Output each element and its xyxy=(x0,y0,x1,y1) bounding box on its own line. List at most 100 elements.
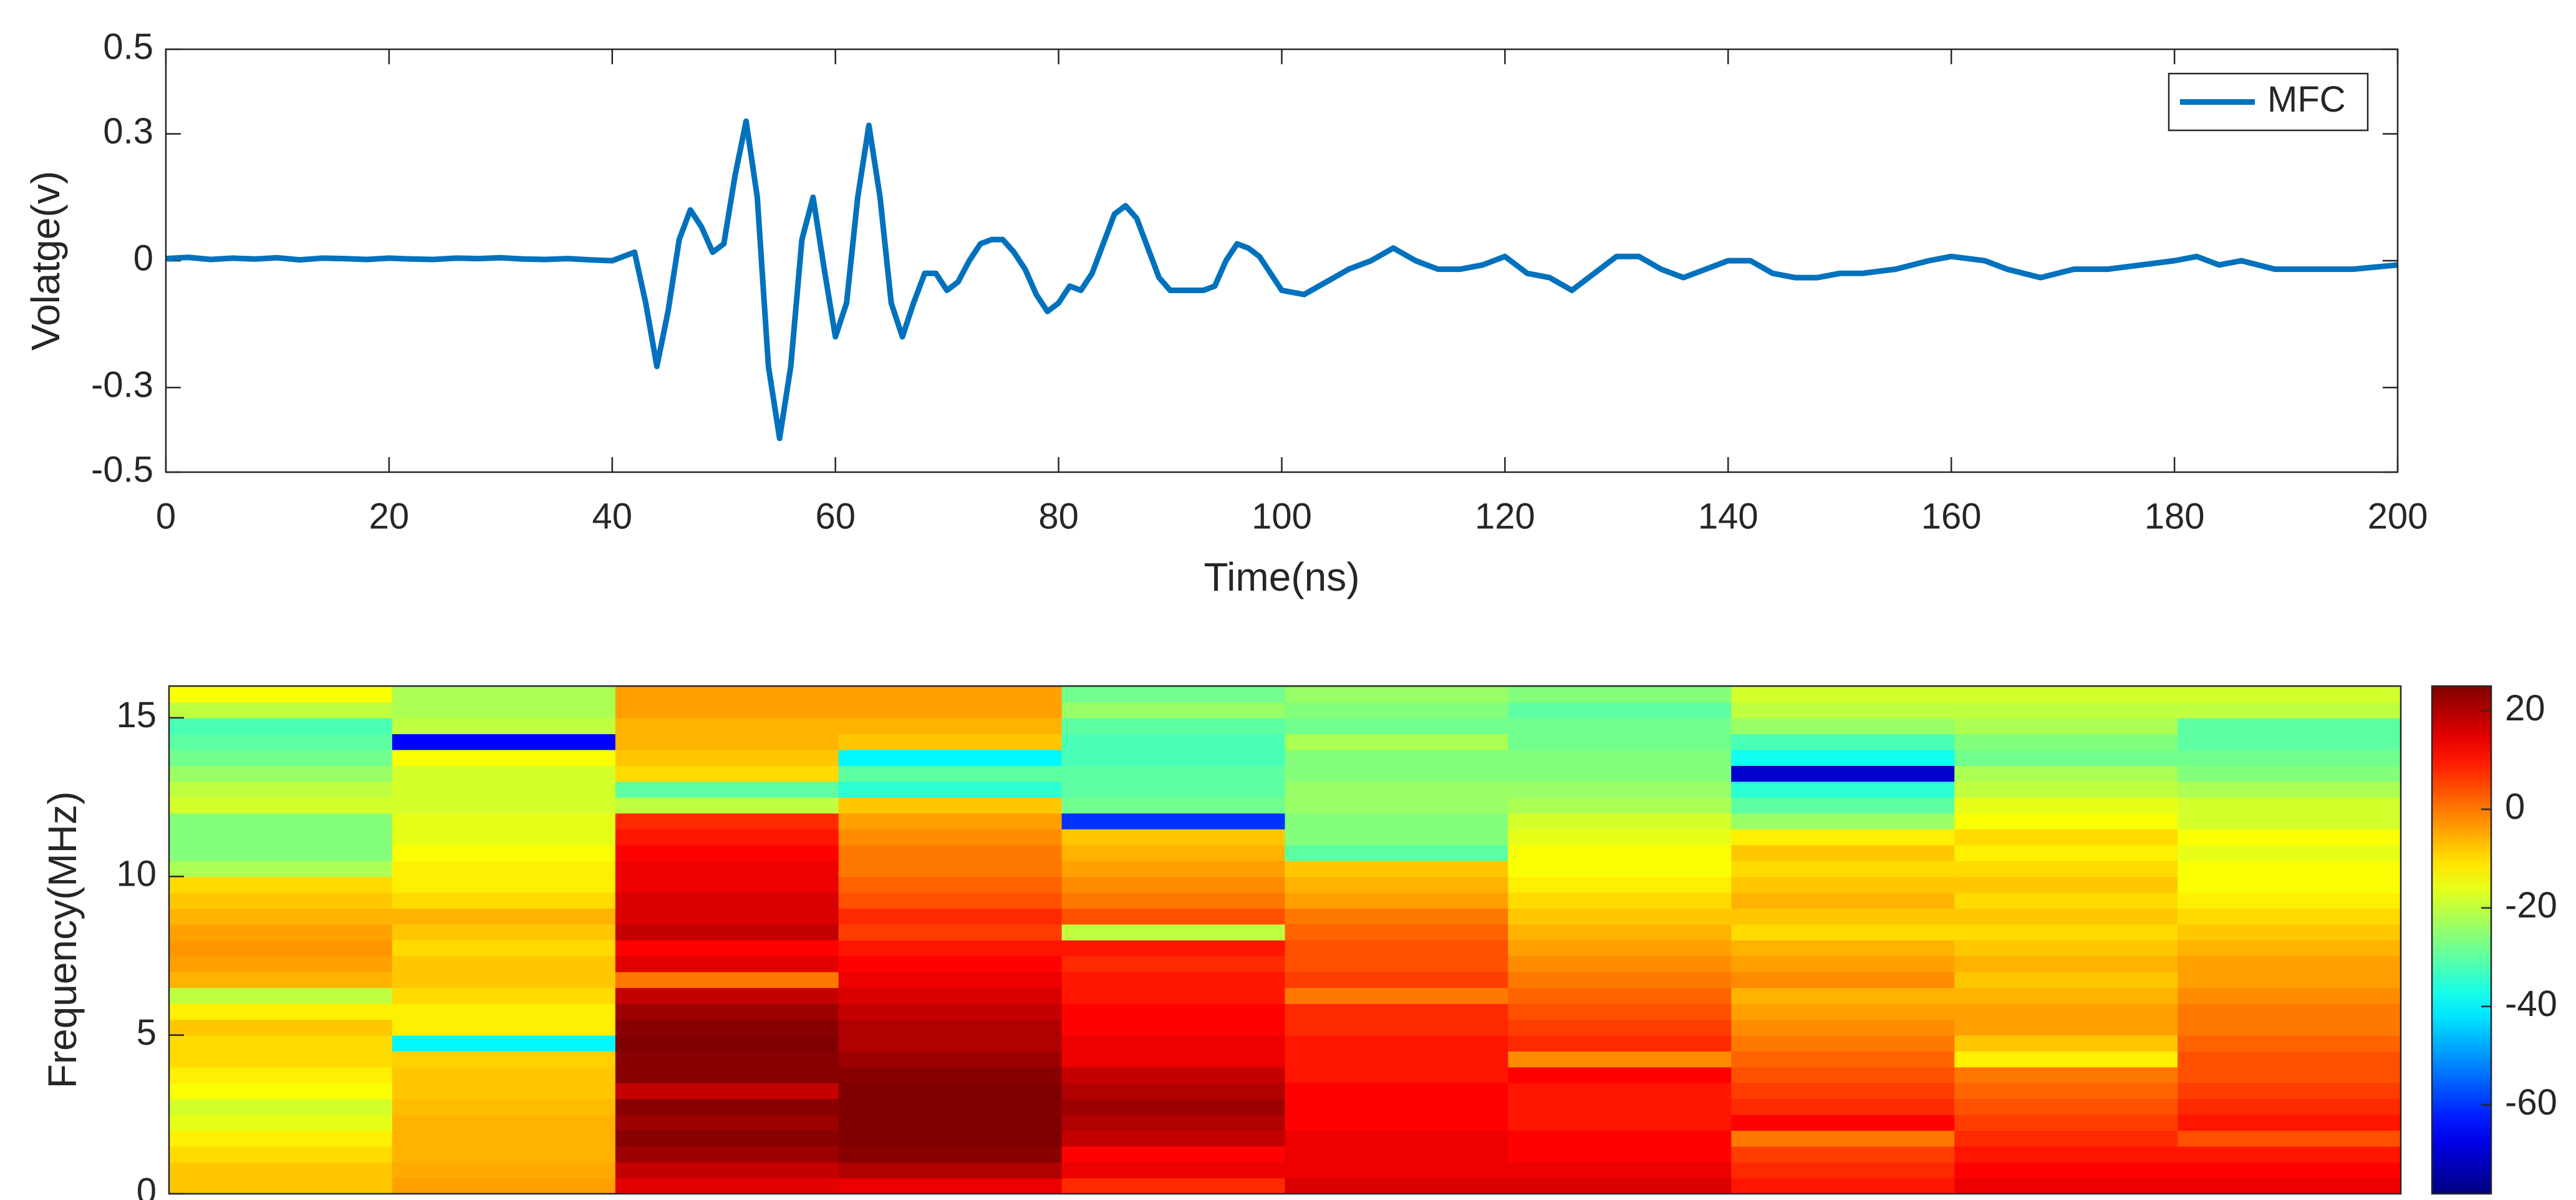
heatmap-cell xyxy=(2178,1035,2401,1052)
heatmap-cell xyxy=(1061,1019,1286,1036)
heatmap-cell xyxy=(1508,828,1732,846)
heatmap-cell xyxy=(1508,1162,1732,1179)
axes-box xyxy=(165,48,2399,473)
heatmap-cell xyxy=(392,844,616,861)
heatmap-cell xyxy=(1954,987,2178,1004)
heatmap-cell xyxy=(1731,765,1955,782)
heatmap-cell xyxy=(169,971,393,989)
heatmap-cell xyxy=(392,987,616,1004)
heatmap-cell xyxy=(169,1178,393,1194)
heatmap-cell xyxy=(615,844,839,861)
heatmap-cell xyxy=(1954,1114,2178,1131)
heatmap-cell xyxy=(615,781,839,798)
heatmap-cell xyxy=(1508,1067,1732,1083)
heatmap-cell xyxy=(1061,940,1286,957)
x-tick-label: 180 xyxy=(2144,496,2205,536)
heatmap-cell xyxy=(1061,1035,1286,1052)
heatmap-cell xyxy=(1061,1051,1286,1068)
colorbar-tick-label: -20 xyxy=(2505,885,2557,926)
heatmap-cell xyxy=(1508,1098,1732,1115)
heatmap-cell xyxy=(1285,1082,1509,1100)
heatmap-cell xyxy=(615,876,839,893)
heatmap-cell xyxy=(1508,797,1732,814)
heatmap-cell xyxy=(392,717,616,735)
heatmap-cell xyxy=(1285,987,1509,1004)
heatmap-cell xyxy=(1508,1114,1732,1131)
heatmap-cell xyxy=(2178,876,2401,893)
y-tick-label: -0.3 xyxy=(91,365,153,405)
heatmap-cell xyxy=(1731,733,1955,750)
heatmap-cell xyxy=(2178,797,2401,814)
heatmap-cell xyxy=(2178,1162,2401,1179)
heatmap-cell xyxy=(1954,956,2178,972)
heatmap-cell xyxy=(169,860,393,878)
heatmap-cell xyxy=(1954,686,2178,703)
heatmap-cell xyxy=(838,876,1063,893)
heatmap-cell xyxy=(1061,971,1286,989)
heatmap-cell xyxy=(1954,1051,2178,1068)
y-tick-label: 15 xyxy=(116,695,157,735)
heatmap-cell xyxy=(1731,1051,1955,1068)
heatmap-cell xyxy=(1061,860,1286,878)
heatmap-cell xyxy=(1508,908,1732,925)
heatmap-cell xyxy=(838,1051,1063,1068)
heatmap-cell xyxy=(615,813,839,830)
heatmap-cell xyxy=(392,1019,616,1036)
heatmap-cell xyxy=(2178,924,2401,941)
y-tick-label: 0 xyxy=(137,1171,157,1200)
heatmap-cell xyxy=(2178,956,2401,972)
heatmap-cell xyxy=(1954,1035,2178,1052)
heatmap-cell xyxy=(2178,971,2401,989)
heatmap-cell xyxy=(392,797,616,814)
y-tick-label: -0.5 xyxy=(91,449,153,490)
y-tick-label: 0.3 xyxy=(103,111,153,152)
heatmap-cell xyxy=(838,971,1063,989)
heatmap-cell xyxy=(1954,1067,2178,1083)
y-tick-label: 0 xyxy=(133,238,153,278)
heatmap-cell xyxy=(1731,924,1955,941)
heatmap-cell xyxy=(2178,1067,2401,1083)
heatmap-cell xyxy=(1731,860,1955,878)
heatmap-cell xyxy=(1731,1082,1955,1100)
x-axis-label: Time(ns) xyxy=(1204,554,1359,599)
heatmap-cell xyxy=(615,1067,839,1083)
x-tick-label: 80 xyxy=(1038,496,1079,536)
heatmap-cell xyxy=(615,686,839,703)
heatmap-cell xyxy=(615,860,839,878)
heatmap-cell xyxy=(392,908,616,925)
heatmap-cell xyxy=(169,702,393,719)
heatmap-cell xyxy=(1954,1146,2178,1163)
heatmap-cell xyxy=(1061,1067,1286,1083)
heatmap-cell xyxy=(1061,1130,1286,1147)
heatmap-cell xyxy=(1731,876,1955,893)
heatmap-cell xyxy=(1061,892,1286,909)
heatmap-cell xyxy=(392,924,616,941)
heatmap-cell xyxy=(2178,1114,2401,1131)
heatmap-cell xyxy=(1061,1098,1286,1115)
heatmap-cell xyxy=(1508,860,1732,878)
heatmap-cell xyxy=(2178,733,2401,750)
heatmap-cell xyxy=(838,749,1063,766)
heatmap-cell xyxy=(392,1067,616,1083)
heatmap-cell xyxy=(169,1003,393,1020)
heatmap-cell xyxy=(1731,1146,1955,1163)
heatmap-cell xyxy=(1954,1130,2178,1147)
heatmap-cell xyxy=(1508,765,1732,782)
heatmap-cell xyxy=(1508,781,1732,798)
x-tick-label: 200 xyxy=(2368,496,2428,536)
heatmap-cell xyxy=(2178,908,2401,925)
heatmap-cell xyxy=(1731,908,1955,925)
heatmap-cell xyxy=(1508,1130,1732,1147)
heatmap-cell xyxy=(1285,1162,1509,1179)
heatmap-cell xyxy=(1061,828,1286,846)
heatmap-cell xyxy=(392,1146,616,1163)
colorbar-tick-label: 0 xyxy=(2505,786,2525,827)
heatmap-cell xyxy=(1508,940,1732,957)
heatmap-cell xyxy=(1061,686,1286,703)
heatmap-cell xyxy=(838,702,1063,719)
heatmap-cell xyxy=(2178,1178,2401,1194)
heatmap-cell xyxy=(838,1035,1063,1052)
x-tick-label: 0 xyxy=(156,496,176,536)
heatmap-cell xyxy=(169,1162,393,1179)
heatmap-cell xyxy=(1731,813,1955,830)
